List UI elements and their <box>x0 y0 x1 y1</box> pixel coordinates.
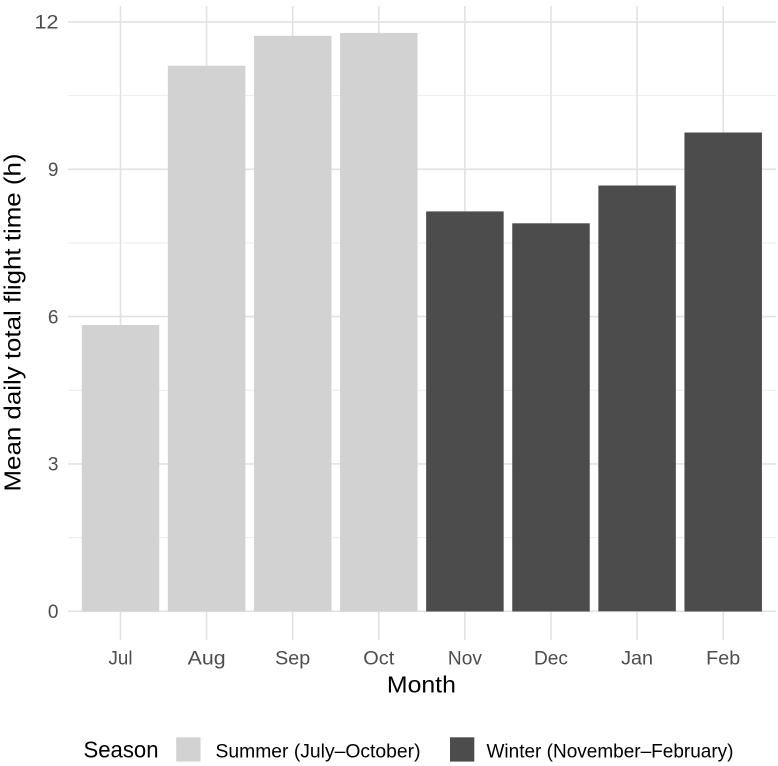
svg-text:3: 3 <box>48 455 59 476</box>
svg-text:Mean daily total flight time (: Mean daily total flight time (h) <box>0 154 26 492</box>
svg-text:Month: Month <box>387 672 456 698</box>
svg-text:9: 9 <box>48 160 59 181</box>
svg-text:12: 12 <box>35 13 59 34</box>
svg-text:Aug: Aug <box>188 649 226 670</box>
svg-text:Feb: Feb <box>706 649 740 670</box>
svg-text:Jul: Jul <box>109 649 133 670</box>
svg-text:Nov: Nov <box>448 649 482 670</box>
svg-text:Season: Season <box>84 737 159 763</box>
svg-text:Jan: Jan <box>621 649 653 670</box>
svg-text:Winter (November–February): Winter (November–February) <box>487 741 734 763</box>
svg-text:0: 0 <box>48 602 59 623</box>
svg-text:Summer (July–October): Summer (July–October) <box>216 741 421 763</box>
svg-text:Sep: Sep <box>275 649 310 670</box>
svg-text:6: 6 <box>48 307 59 328</box>
svg-text:Dec: Dec <box>534 649 568 670</box>
svg-text:Oct: Oct <box>363 649 395 670</box>
